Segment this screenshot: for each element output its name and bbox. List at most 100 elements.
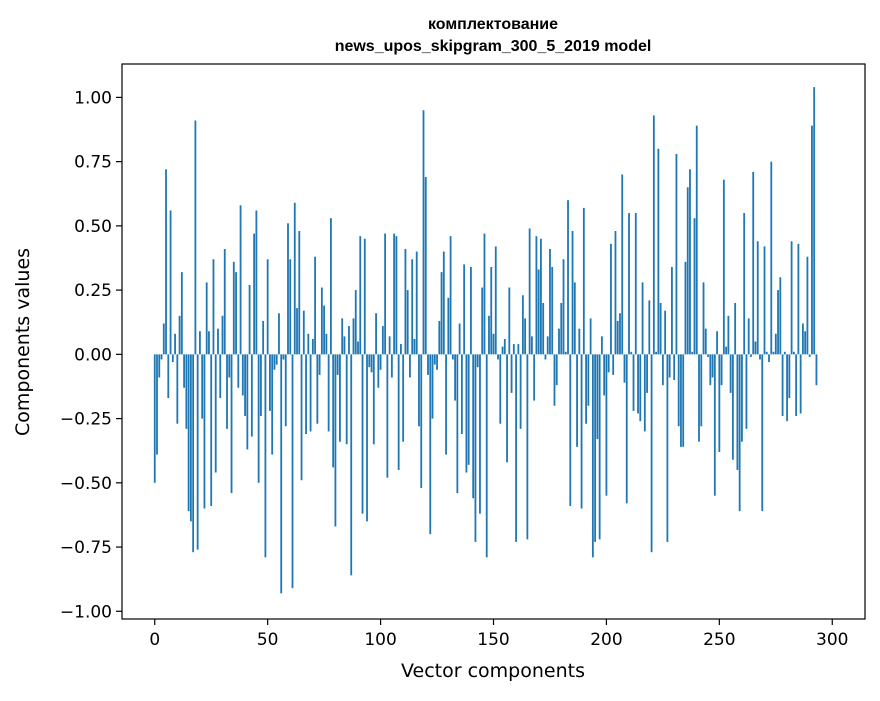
bar-254 [727, 315, 730, 355]
bar-46 [257, 354, 260, 483]
bar-132 [451, 354, 454, 360]
bar-147 [485, 354, 488, 558]
bar-176 [551, 266, 554, 355]
bar-14 [185, 354, 188, 429]
bar-204 [614, 231, 617, 355]
bar-61 [291, 354, 294, 589]
bar-165 [526, 354, 529, 540]
bar-269 [761, 354, 764, 512]
bar-30 [221, 315, 224, 355]
bar-255 [729, 354, 732, 393]
bar-177 [553, 354, 556, 406]
bar-210 [628, 213, 630, 355]
bar-128 [442, 251, 445, 355]
bar-242 [700, 354, 703, 427]
bar-286 [799, 354, 802, 414]
bar-166 [528, 228, 531, 355]
bar-163 [521, 295, 524, 355]
y-tick-label-5: 0.25 [74, 281, 112, 301]
bar-143 [476, 354, 479, 368]
bar-291 [811, 125, 813, 355]
bar-87 [350, 354, 353, 576]
bar-131 [449, 236, 452, 355]
bar-273 [770, 161, 773, 355]
bar-36 [235, 272, 237, 355]
y-tick-label-0: −1.00 [60, 602, 112, 622]
bar-258 [736, 354, 739, 470]
bar-199 [603, 354, 606, 396]
bar-279 [783, 351, 786, 355]
bar-45 [255, 210, 258, 355]
bar-75 [323, 305, 326, 355]
bar-17 [192, 354, 195, 553]
bar-158 [510, 354, 513, 393]
y-axis-ticks: −1.00 −0.75 −0.50 −0.25 0.00 0.25 0.50 0.75 1.00 [60, 88, 122, 622]
bar-102 [384, 233, 387, 355]
bar-149 [490, 266, 493, 355]
bar-266 [754, 341, 757, 355]
bar-114 [411, 259, 414, 355]
bar-218 [646, 354, 648, 393]
bar-200 [605, 354, 608, 496]
bar-184 [569, 354, 572, 506]
bar-134 [456, 354, 459, 494]
chart-title-line-2: news_upos_skipgram_300_5_2019 model [335, 38, 652, 55]
bar-215 [639, 354, 642, 422]
bar-94 [366, 354, 368, 522]
bar-39 [241, 354, 244, 396]
bar-196 [596, 354, 599, 440]
bar-170 [537, 269, 540, 355]
bar-13 [183, 354, 186, 388]
bar-168 [533, 354, 536, 401]
bar-66 [302, 310, 305, 355]
bar-86 [348, 326, 350, 355]
bar-212 [632, 354, 635, 411]
bar-38 [239, 205, 242, 355]
bar-185 [571, 231, 574, 355]
bar-192 [587, 354, 590, 406]
bar-229 [671, 266, 673, 355]
bar-77 [327, 354, 330, 432]
bar-56 [280, 354, 283, 594]
bar-29 [219, 354, 222, 399]
bar-180 [560, 302, 563, 355]
bar-190 [582, 207, 585, 355]
bar-142 [474, 354, 477, 542]
bar-202 [610, 243, 612, 355]
bar-256 [731, 354, 734, 460]
bar-139 [467, 354, 470, 465]
bar-33 [228, 354, 231, 378]
bar-173 [544, 354, 547, 360]
bar-156 [506, 354, 508, 463]
bar-278 [781, 354, 784, 417]
bar-284 [795, 354, 798, 417]
bar-133 [454, 354, 457, 401]
bar-217 [643, 354, 646, 432]
bar-89 [354, 290, 357, 355]
bar-236 [686, 187, 689, 355]
bar-209 [625, 354, 628, 504]
bar-221 [652, 115, 655, 355]
bar-40 [244, 354, 246, 417]
bar-293 [815, 354, 818, 386]
bar-21 [201, 354, 204, 419]
bar-220 [650, 354, 653, 553]
bar-113 [409, 354, 411, 378]
bar-76 [325, 333, 328, 355]
bar-183 [567, 200, 569, 355]
bar-288 [804, 331, 807, 355]
bar-79 [332, 354, 335, 468]
bar-178 [555, 354, 558, 386]
bar-145 [481, 287, 484, 355]
bar-117 [418, 354, 420, 427]
bar-127 [440, 272, 443, 355]
bar-144 [479, 354, 481, 514]
bar-188 [578, 328, 581, 355]
bar-37 [237, 354, 240, 388]
bar-112 [406, 290, 409, 355]
bar-73 [318, 354, 321, 375]
bar-57 [282, 354, 285, 360]
bar-74 [320, 287, 323, 355]
bar-148 [488, 315, 490, 355]
bar-276 [777, 290, 779, 355]
